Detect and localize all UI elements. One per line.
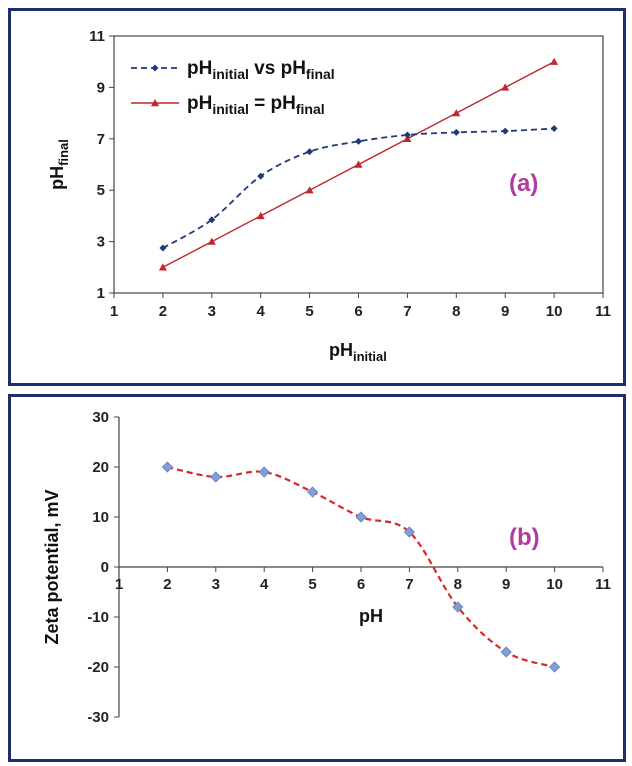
x-tick-label-a: 3 <box>208 303 216 320</box>
data-point-identity <box>305 186 314 194</box>
x-tick-label-a: 6 <box>354 303 362 320</box>
x-tick-label-a: 8 <box>452 303 460 320</box>
data-point-zeta <box>355 511 367 523</box>
data-point-identity <box>452 109 461 117</box>
data-point-measured <box>355 137 362 145</box>
y-tick-label-b: 30 <box>92 409 109 426</box>
x-tick-label-b: 3 <box>212 576 220 593</box>
chart-panel-b: -30 -20 -10 0 10 20 30 1 2 3 4 5 6 7 8 9 10 11 pH Zeta pote… <box>8 394 626 762</box>
y-tick-label-b: 10 <box>92 509 109 526</box>
x-tick-label-a: 7 <box>403 303 411 320</box>
data-point-zeta <box>161 461 173 473</box>
panel-label-a: (a) <box>509 170 538 197</box>
x-tick-label-b: 1 <box>115 576 123 593</box>
data-point-measured <box>306 148 314 156</box>
x-tick-label-b: 11 <box>595 576 611 593</box>
x-tick-label-a: 10 <box>546 303 563 320</box>
data-point-zeta <box>258 466 270 478</box>
data-point-zeta <box>403 526 415 538</box>
legend-entry-identity: pHinitial = pHfinal <box>187 93 325 117</box>
x-tick-label-b: 5 <box>308 576 316 593</box>
legend-marker-identity <box>151 99 159 107</box>
legend-text-part: pH <box>271 93 296 114</box>
y-tick-label-b: -10 <box>87 609 109 626</box>
x-axis-title-a-sub: initial <box>353 349 387 364</box>
data-point-zeta <box>210 471 222 483</box>
x-tick-label-b: 6 <box>357 576 365 593</box>
data-point-measured <box>550 125 558 133</box>
y-tick-label-a: 9 <box>97 79 105 96</box>
series-line-measured <box>162 127 555 249</box>
y-tick-label-a: 7 <box>97 131 105 148</box>
data-point-zeta <box>500 646 512 658</box>
data-point-measured <box>257 172 265 180</box>
data-point-measured <box>501 127 509 135</box>
chart-b-svg: -30 -20 -10 0 10 20 30 1 2 3 4 5 6 7 8 9 10 11 pH Zeta pote… <box>42 409 611 726</box>
y-axis-title-a: pHfinal <box>47 139 71 190</box>
y-tick-label-b: -20 <box>87 659 109 676</box>
y-axis-title-a-sub: final <box>56 139 71 166</box>
legend-text-part: pH <box>187 58 212 79</box>
x-tick-label-b: 7 <box>405 576 413 593</box>
data-point-identity <box>158 263 167 271</box>
x-tick-label-a: 4 <box>257 303 266 320</box>
x-tick-label-a: 5 <box>305 303 313 320</box>
data-point-zeta <box>452 601 464 613</box>
series-line-zeta <box>167 465 555 669</box>
data-point-identity <box>501 83 510 91</box>
data-point-measured <box>403 131 411 139</box>
legend-text-part: final <box>306 66 335 82</box>
y-axis-title-b: Zeta potential, mV <box>42 489 62 644</box>
panel-label-b: (b) <box>509 524 540 551</box>
data-point-measured <box>208 216 216 224</box>
x-axis-title-a-main: pH <box>329 340 353 360</box>
y-tick-label-a: 5 <box>97 182 105 199</box>
x-axis-title-a: pHinitial <box>329 340 387 364</box>
x-tick-label-b: 8 <box>454 576 462 593</box>
data-point-zeta <box>307 486 319 498</box>
x-tick-label-a: 11 <box>595 303 611 320</box>
x-tick-label-a: 2 <box>159 303 167 320</box>
y-tick-label-a: 3 <box>97 234 105 251</box>
data-point-identity <box>550 57 559 65</box>
x-tick-label-b: 4 <box>260 576 269 593</box>
y-tick-label-b: 0 <box>101 559 109 576</box>
x-axis-title-b: pH <box>359 606 383 626</box>
chart-a-svg: 1 2 3 4 5 6 7 8 9 10 111357911pHinitialpHfinalpHin… <box>47 28 611 364</box>
x-tick-label-a: 9 <box>501 303 509 320</box>
x-tick-label-b: 10 <box>546 576 563 593</box>
data-point-identity <box>207 237 216 245</box>
data-point-measured <box>159 244 167 252</box>
legend-text-part: final <box>296 101 325 117</box>
y-tick-label-b: -30 <box>87 709 109 726</box>
data-point-measured <box>452 128 460 136</box>
legend-text-part: initial <box>212 66 249 82</box>
y-tick-label-a: 1 <box>97 285 105 302</box>
chart-panel-a: 1 2 3 4 5 6 7 8 9 10 11 1 3 5 7 9 11 pHinitial pHfinal pHin… <box>8 8 626 386</box>
data-point-zeta <box>549 661 561 673</box>
data-point-identity <box>354 160 363 168</box>
legend-entry-measured: pHinitial vs pHfinal <box>187 58 335 82</box>
legend-text-part: vs <box>249 58 281 79</box>
y-tick-label-a: 11 <box>89 28 105 45</box>
legend-marker-measured <box>151 64 159 72</box>
y-axis-title-a-main: pH <box>47 166 67 190</box>
legend-text-part: initial <box>212 101 249 117</box>
legend-text-part: = <box>249 93 271 114</box>
x-tick-label-b: 9 <box>502 576 510 593</box>
x-tick-label-a: 1 <box>110 303 118 320</box>
data-point-identity <box>256 211 265 220</box>
x-tick-label-b: 2 <box>163 576 171 593</box>
y-tick-label-b: 20 <box>92 459 109 476</box>
legend-text-part: pH <box>187 93 212 114</box>
legend-text-part: pH <box>281 58 306 79</box>
